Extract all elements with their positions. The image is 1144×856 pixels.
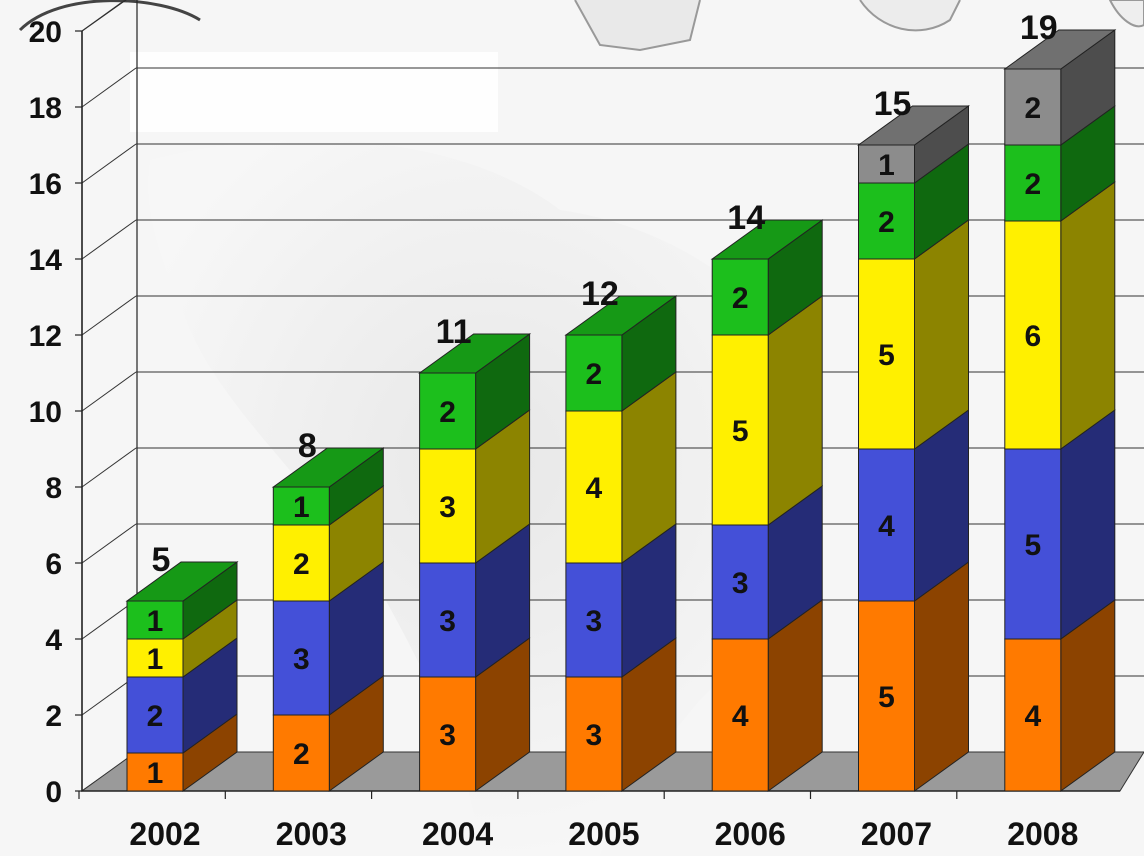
- bar-segment: [418, 333, 532, 450]
- segment-value-label: 3: [439, 719, 456, 752]
- bar-segment: [1004, 181, 1116, 450]
- segment-value-label: 3: [439, 605, 456, 638]
- segment-value-label: 2: [439, 396, 456, 429]
- segment-value-label: 6: [1024, 320, 1041, 353]
- segment-value-label: 5: [1024, 529, 1041, 562]
- segment-value-label: 2: [293, 738, 310, 771]
- bar-segment: [858, 409, 969, 602]
- bar-total-label: 14: [727, 199, 765, 237]
- bar-total-label: 12: [581, 275, 619, 313]
- x-tick-label: 2004: [422, 816, 493, 852]
- bar-segment: [856, 105, 971, 184]
- bar-segment: [710, 219, 824, 336]
- bar-segment: [419, 409, 531, 564]
- segment-value-label: 3: [439, 491, 456, 524]
- segment-value-label: 2: [586, 358, 603, 391]
- bar-2007: 5 4 5 2 1 15: [856, 85, 971, 792]
- segment-value-label: 1: [147, 643, 164, 676]
- bar-segment: [858, 561, 969, 792]
- segment-value-label: 3: [586, 719, 603, 752]
- gridline: [81, 0, 126, 32]
- segment-value-label: 2: [1024, 168, 1041, 201]
- x-tick-label: 2007: [861, 816, 932, 852]
- y-tick-label: 0: [45, 776, 62, 809]
- segment-value-label: 5: [732, 415, 749, 448]
- bar-segment: [1004, 409, 1116, 640]
- bar-total-label: 15: [874, 85, 912, 123]
- bar-segment: [271, 447, 385, 526]
- segment-value-label: 4: [1024, 700, 1041, 733]
- bar-2008: 4 5 6 2 2 19: [1003, 9, 1117, 792]
- bar-segment: [419, 637, 531, 792]
- y-tick-label: 8: [45, 472, 62, 505]
- y-tick-label: 6: [45, 548, 62, 581]
- y-tick-label: 20: [29, 16, 62, 49]
- gridline: [81, 219, 1144, 260]
- bar-segment: [125, 561, 239, 640]
- segment-value-label: 1: [147, 757, 164, 790]
- bar-segment: [565, 637, 677, 792]
- bar-segment: [858, 143, 969, 260]
- bar-segment: [126, 713, 238, 792]
- bar-segment: [565, 523, 677, 678]
- bar-2004: 3 3 3 2 11: [418, 313, 532, 792]
- bar-segment: [711, 599, 823, 792]
- y-tick-label: 14: [29, 244, 63, 277]
- bar-total-label: 5: [152, 541, 171, 579]
- bar-total-label: 19: [1020, 9, 1058, 47]
- bar-2005: 3 3 4 2 12: [564, 275, 678, 792]
- segment-value-label: 2: [147, 700, 164, 733]
- x-tick-label: 2008: [1007, 816, 1078, 852]
- bar-total-label: 11: [436, 313, 472, 351]
- y-tick-label: 2: [45, 700, 62, 733]
- bar-segment: [272, 561, 384, 716]
- bar-segment: [711, 295, 823, 526]
- bar-2002: 1 2 1 1 5: [125, 541, 239, 792]
- gridline: [81, 143, 1144, 184]
- segment-value-label: 4: [732, 700, 749, 733]
- segment-value-label: 1: [878, 149, 895, 182]
- bar-segment: [1004, 105, 1116, 222]
- bar-segment: [858, 219, 969, 450]
- y-tick-label: 10: [29, 396, 62, 429]
- y-tick-label: 16: [29, 168, 62, 201]
- bar-segment: [1003, 29, 1117, 146]
- segment-value-label: 3: [293, 643, 310, 676]
- bar-2003: 2 3 2 1 8: [271, 427, 385, 792]
- x-tick-label: 2003: [276, 816, 347, 852]
- segment-value-label: 5: [878, 681, 895, 714]
- segment-value-label: 3: [732, 567, 749, 600]
- segment-value-label: 1: [147, 605, 164, 638]
- x-tick-label: 2005: [568, 816, 639, 852]
- bar-segment: [272, 485, 384, 602]
- y-tick-label: 4: [45, 624, 62, 657]
- x-tick-label: 2002: [129, 816, 200, 852]
- bar-segment: [1004, 599, 1116, 792]
- segment-value-label: 2: [293, 548, 310, 581]
- segment-value-label: 5: [878, 339, 895, 372]
- y-tick-label: 12: [29, 320, 62, 353]
- segment-value-label: 1: [293, 491, 310, 524]
- segment-value-label: 4: [878, 510, 895, 543]
- segment-value-label: 3: [586, 605, 603, 638]
- segment-value-label: 2: [732, 282, 749, 315]
- bar-total-label: 8: [298, 427, 317, 465]
- bar-segment: [565, 371, 677, 564]
- segment-value-label: 2: [878, 206, 895, 239]
- bar-segment: [419, 523, 531, 678]
- y-tick-label: 18: [29, 92, 62, 125]
- x-tick-label: 2006: [715, 816, 786, 852]
- segment-value-label: 2: [1024, 92, 1041, 125]
- bar-segment: [272, 675, 384, 792]
- segment-value-label: 4: [586, 472, 603, 505]
- bar-segment: [126, 637, 238, 754]
- bar-segment: [711, 485, 823, 640]
- bar-2006: 4 3 5 2 14: [710, 199, 824, 792]
- bar-segment: [564, 295, 678, 412]
- gridline: [81, 67, 1144, 108]
